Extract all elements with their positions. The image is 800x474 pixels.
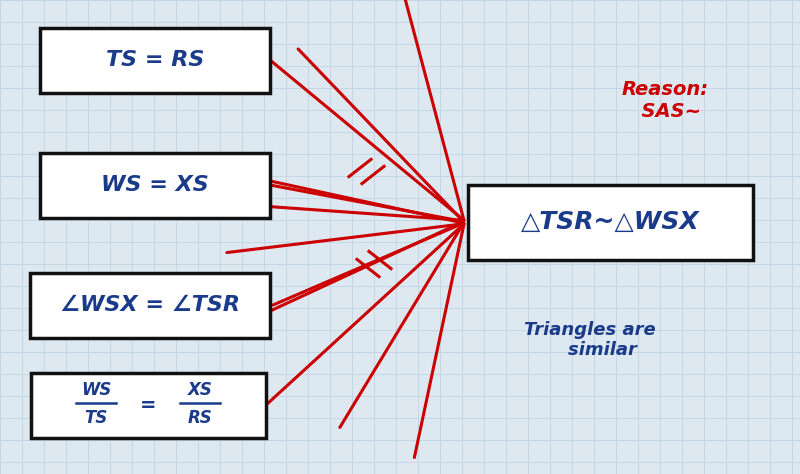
Text: WS = XS: WS = XS (101, 175, 209, 195)
Bar (30, 273, 270, 337)
Text: =: = (140, 395, 156, 414)
Text: ∠WSX = ∠TSR: ∠WSX = ∠TSR (60, 295, 240, 315)
Bar (30, 373, 266, 438)
Text: XS: XS (187, 381, 213, 399)
Bar (40, 153, 270, 218)
Bar (467, 184, 753, 259)
Text: RS: RS (188, 409, 212, 427)
Text: Reason:
  SAS~: Reason: SAS~ (622, 80, 709, 120)
Text: Triangles are
    similar: Triangles are similar (524, 320, 656, 359)
Text: TS = RS: TS = RS (106, 50, 204, 70)
Text: TS: TS (84, 409, 108, 427)
Text: △TSR~△WSX: △TSR~△WSX (521, 210, 699, 234)
Bar (40, 27, 270, 92)
Text: WS: WS (81, 381, 111, 399)
